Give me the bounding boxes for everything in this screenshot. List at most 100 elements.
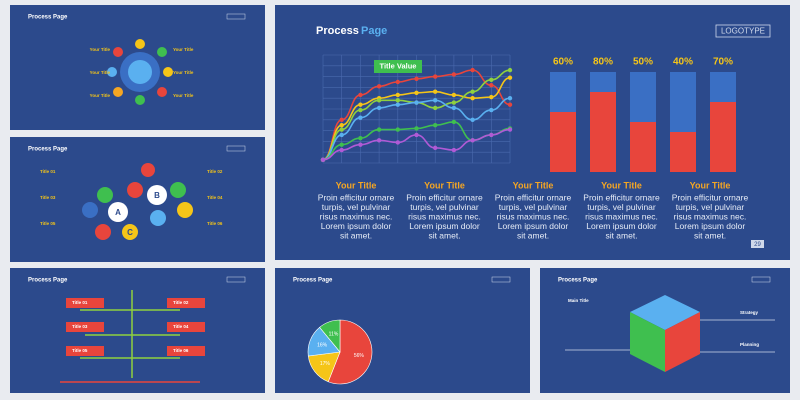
column-body: Lorem ipsum dolor — [675, 221, 746, 231]
bar-value-label: 60% — [553, 57, 573, 68]
column-body: sit amet. — [340, 230, 372, 240]
bar-value-label: 70% — [713, 57, 733, 68]
line-point — [376, 138, 382, 143]
thumb-label: Your Title — [90, 93, 111, 98]
thumb-label: Title 05 — [40, 221, 56, 226]
line-point — [395, 127, 400, 132]
line-point — [507, 127, 513, 132]
column-title: Your Title — [601, 180, 642, 190]
column-body: sit amet. — [605, 230, 637, 240]
column-body: Lorem ipsum dolor — [586, 221, 657, 231]
thumb-label: Title 06 — [173, 348, 189, 353]
slide-thumb — [10, 137, 265, 262]
column-body: sit amet. — [428, 230, 460, 240]
column-body: turpis, vel pulvinar — [587, 202, 656, 212]
column-body: risus maximus nec. — [320, 211, 393, 221]
thumb-label: Your Title — [173, 47, 194, 52]
line-point — [339, 127, 344, 132]
column-body: Proin efficitur ornare — [318, 192, 395, 202]
thumb-label: Title 03 — [40, 195, 56, 200]
thumb-title: Process Page — [28, 278, 68, 284]
label-box — [66, 322, 104, 332]
thumb-letter: C — [127, 228, 133, 237]
thumb-label: Your Title — [173, 93, 194, 98]
thumb-title: Process Page — [558, 278, 598, 284]
line-point — [358, 135, 363, 141]
line-point — [433, 98, 438, 103]
column-body: risus maximus nec. — [674, 211, 747, 221]
column-body: sit amet. — [694, 230, 726, 240]
bar — [590, 92, 616, 172]
column-title: Your Title — [424, 180, 465, 190]
thumb-logo — [751, 276, 771, 283]
thumb-label: Title 05 — [72, 348, 88, 353]
column-body: Proin efficitur ornare — [583, 192, 660, 202]
line-point — [395, 140, 400, 145]
line-point — [451, 147, 457, 153]
line-point — [339, 147, 344, 153]
column-body: risus maximus nec. — [408, 211, 481, 221]
thumb-label: Your Title — [90, 70, 111, 75]
line-point — [489, 107, 494, 113]
column-title: Your Title — [690, 180, 731, 190]
thumb-label: Title 06 — [207, 221, 223, 226]
line-point — [339, 142, 344, 147]
line-point — [489, 83, 494, 88]
tag: Title Value — [380, 61, 417, 70]
globe — [128, 60, 152, 84]
column-body: Proin efficitur ornare — [406, 192, 483, 202]
logo-box — [715, 24, 771, 38]
line-point — [470, 89, 475, 94]
logo: LOGOTYPE — [721, 27, 765, 36]
label-box — [167, 298, 205, 308]
thumb-letter: B — [154, 191, 160, 200]
line-point — [451, 92, 457, 98]
line-point — [451, 105, 457, 111]
column-body: turpis, vel pulvinar — [410, 202, 479, 212]
page-number: 29 — [754, 242, 761, 248]
connector-lines — [565, 319, 775, 353]
line-point — [470, 117, 475, 123]
label-box — [66, 298, 104, 308]
line-point — [414, 90, 419, 96]
line-point — [395, 102, 400, 107]
thumb-label: Title 01 — [40, 169, 56, 174]
pie-label: 56% — [354, 353, 365, 359]
thumb-label: Your Title — [90, 47, 111, 52]
column-title: Your Title — [513, 180, 554, 190]
thumb-label: Planning — [740, 342, 759, 347]
bar — [550, 112, 576, 172]
slide-title: Process — [316, 25, 359, 37]
tag-box — [374, 60, 422, 73]
page-badge — [751, 240, 764, 248]
line-point — [339, 123, 344, 128]
thumb-label: Main Title — [568, 298, 589, 303]
line-point — [358, 92, 363, 98]
pie-label: 17% — [320, 361, 331, 367]
cube — [630, 295, 700, 372]
thumb-logo — [226, 276, 246, 283]
slide-thumb — [275, 268, 530, 393]
pie-slice — [319, 319, 341, 353]
thumb-title: Process Page — [293, 278, 333, 284]
thumb-logo — [226, 145, 246, 152]
line-point — [433, 105, 438, 111]
line-point — [451, 100, 457, 105]
thumb-title: Process Page — [28, 147, 68, 153]
line-point — [489, 94, 494, 100]
pie-label: 16% — [317, 342, 328, 348]
thumb-label: Title 01 — [72, 300, 88, 305]
bar-value-label: 40% — [673, 57, 693, 68]
line-point — [507, 67, 513, 73]
column-body: risus maximus nec. — [497, 211, 570, 221]
bar — [630, 122, 656, 172]
main-slide — [275, 5, 790, 260]
column-body: Lorem ipsum dolor — [321, 221, 392, 231]
line-point — [433, 74, 438, 79]
slide-thumb — [10, 268, 265, 393]
bar-value-label: 50% — [633, 57, 653, 68]
line-point — [470, 138, 475, 143]
line-point — [376, 98, 382, 103]
line-point — [507, 96, 513, 101]
